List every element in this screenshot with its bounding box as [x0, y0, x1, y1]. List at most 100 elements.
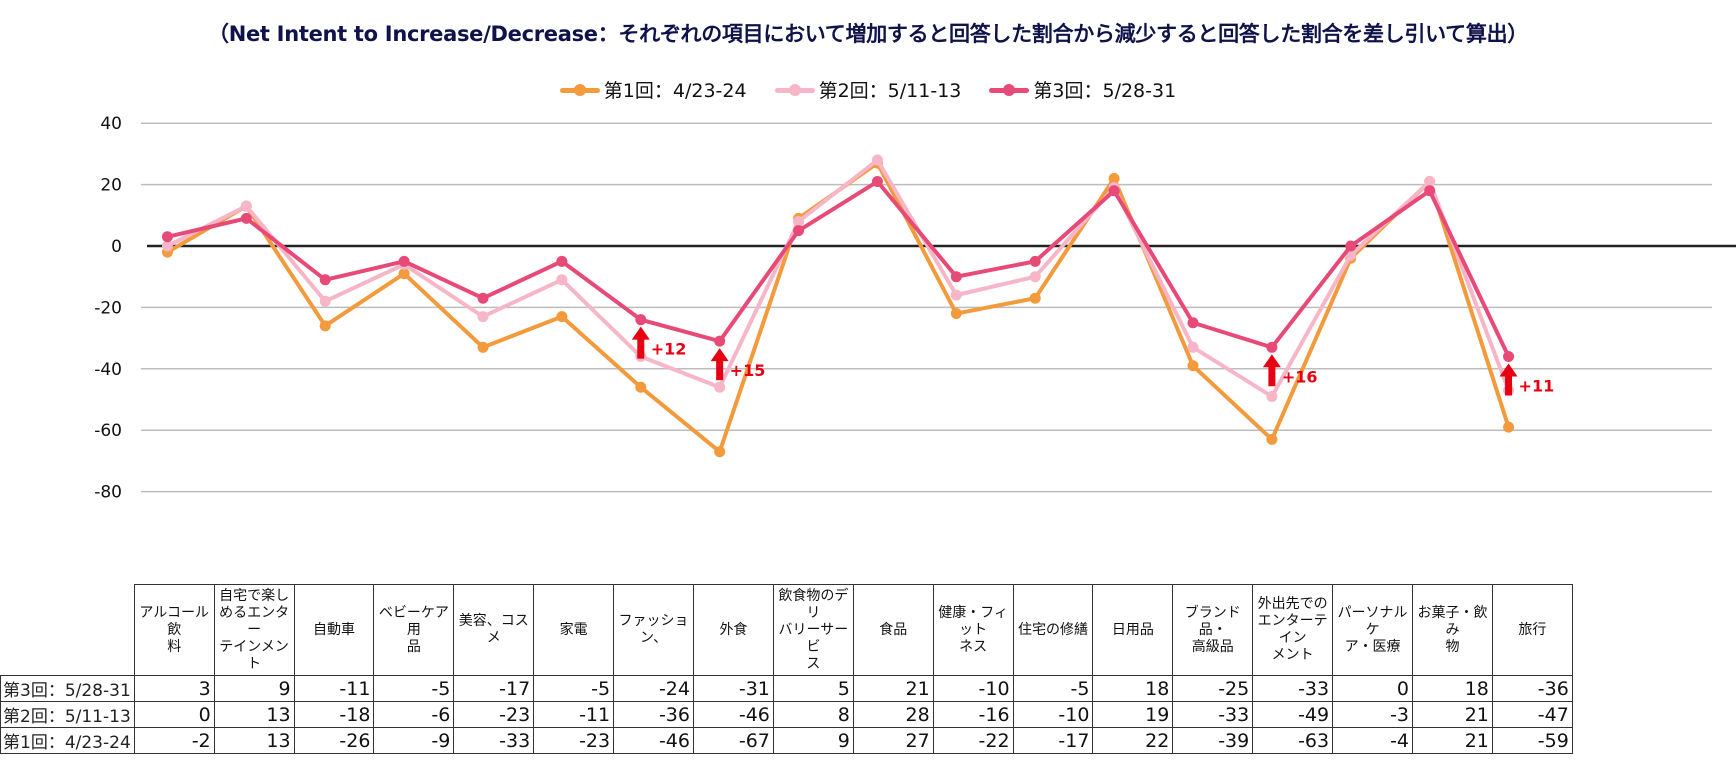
table-cell: 9 [772, 727, 854, 754]
data-point-round1 [1187, 360, 1199, 372]
table-header-row: アルコール飲料自宅で楽し めるエンター テインメント 自動車 ベビーケア用品美容、コスメ… [0, 584, 1573, 676]
y-tick-label: 20 [100, 176, 122, 196]
data-point-round3 [1029, 255, 1041, 267]
category-header: ファッション、 [613, 584, 694, 676]
category-header: 飲食物のデリ バリーサービス [772, 584, 854, 676]
table-cell: -3 [1332, 701, 1414, 728]
table-cell: -10 [932, 675, 1014, 702]
series-line-round3 [166, 179, 1511, 358]
legend-label-round3: 第3回：5/28-31 [1033, 80, 1177, 102]
legend-swatch-round3 [989, 81, 1030, 99]
table-cell: -59 [1491, 727, 1573, 754]
table-cell: -25 [1172, 675, 1254, 702]
category-header: 家電 [533, 584, 615, 676]
table-cell: -10 [1012, 701, 1094, 728]
data-point-round1 [1108, 172, 1120, 184]
data-point-round2 [950, 289, 962, 301]
data-point-round3 [635, 314, 647, 326]
table-cell: -39 [1172, 727, 1254, 754]
data-point-round3 [1187, 317, 1199, 329]
row-label: 第1回：4/23-24 [0, 727, 135, 754]
data-point-round1 [398, 268, 410, 280]
data-point-round2 [161, 240, 173, 252]
data-point-round3 [793, 225, 805, 237]
legend-swatch-round2 [774, 81, 815, 99]
table-cell: -31 [693, 675, 774, 702]
table-cell: -26 [293, 727, 375, 754]
table-cell: -47 [1491, 701, 1573, 728]
data-point-round3 [714, 335, 726, 347]
data-point-round3 [1345, 240, 1357, 252]
data-point-round3 [398, 255, 410, 267]
improvement-arrow-icon [1262, 354, 1281, 387]
data-point-round2 [714, 381, 726, 393]
data-point-round2 [556, 274, 568, 286]
data-point-round1 [319, 320, 331, 332]
data-point-round1 [477, 341, 489, 353]
improvement-arrow-icon [631, 326, 650, 359]
category-header: 外出先での エンターテイン メント [1252, 584, 1334, 676]
annotation-label: +11 [1519, 377, 1555, 396]
table-cell: 18 [1092, 675, 1174, 702]
category-header: 美容、コスメ [453, 584, 535, 676]
data-point-round2 [1424, 176, 1436, 188]
table-cell: 13 [213, 727, 295, 754]
y-tick-label: -40 [94, 360, 122, 380]
data-point-round3 [556, 255, 568, 267]
legend-item-round2: 第2回：5/11-13 [774, 76, 961, 103]
table-cell: -33 [1252, 675, 1334, 702]
table-cell: -16 [932, 701, 1014, 728]
legend-item-round1: 第1回：4/23-24 [559, 76, 747, 103]
table-row: 第2回：5/11-13 0 13 -18 -6 -23 -11 -36 -46 8 28 -16 -10… [0, 701, 1573, 728]
table-cell: 3 [133, 675, 215, 702]
table-cell: -17 [453, 675, 535, 702]
data-point-round3 [871, 176, 883, 188]
table-cell: 5 [772, 675, 854, 702]
data-table: アルコール飲料自宅で楽し めるエンター テインメント 自動車 ベビーケア用品美容、コスメ… [0, 584, 1573, 754]
table-cell: 21 [1412, 727, 1493, 754]
table-cell: 18 [1412, 675, 1493, 702]
category-header: 食品 [852, 584, 934, 676]
table-cell: 9 [213, 675, 295, 702]
table-cell: 0 [133, 701, 215, 728]
table-cell: -46 [613, 727, 694, 754]
data-point-round2 [240, 200, 252, 212]
table-cell: -23 [533, 727, 615, 754]
table-corner-cell [0, 584, 135, 676]
data-point-round1 [714, 446, 726, 458]
category-header: 外食 [693, 584, 774, 676]
series-line-round2 [166, 158, 1511, 399]
data-point-round1 [635, 381, 647, 393]
improvement-arrow-icon [1499, 363, 1518, 396]
table-cell: -36 [613, 701, 694, 728]
data-point-round2 [477, 311, 489, 323]
data-point-round2 [1029, 271, 1041, 283]
legend-item-round3: 第3回：5/28-31 [989, 76, 1176, 103]
table-cell: -6 [373, 701, 455, 728]
data-point-round3 [950, 271, 962, 283]
table-cell: -36 [1491, 675, 1573, 702]
category-header: ベビーケア用品 [373, 584, 455, 676]
table-cell: -5 [373, 675, 455, 702]
category-header: 日用品 [1092, 584, 1174, 676]
table-cell: 21 [852, 675, 934, 702]
y-tick-label: -20 [94, 298, 122, 318]
category-header: 住宅の修繕 [1012, 584, 1094, 676]
data-point-round1 [556, 311, 568, 323]
data-point-round1 [1029, 292, 1041, 304]
table-cell: -67 [693, 727, 774, 754]
arrow-up-icon [1499, 363, 1518, 396]
table-row: 第3回：5/28-31 3 9 -11 -5 -17 -5 -24 -31 5 21 -10 -5 18-… [0, 675, 1573, 702]
category-header: パーソナルケ ア・医療 [1332, 584, 1414, 676]
table-cell: 21 [1412, 701, 1493, 728]
table-cell: -11 [533, 701, 615, 728]
data-point-round3 [477, 292, 489, 304]
data-point-round3 [161, 231, 173, 243]
arrow-up-icon [631, 326, 650, 359]
category-header: ブランド品・ 高級品 [1172, 584, 1254, 676]
data-point-round1 [1266, 433, 1278, 445]
category-header: 自動車 [293, 584, 375, 676]
chart-title: （Net Intent to Increase/Decrease：それぞれの項目… [208, 22, 1528, 46]
annotation-label: +15 [730, 361, 766, 380]
data-point-round3 [319, 274, 331, 286]
